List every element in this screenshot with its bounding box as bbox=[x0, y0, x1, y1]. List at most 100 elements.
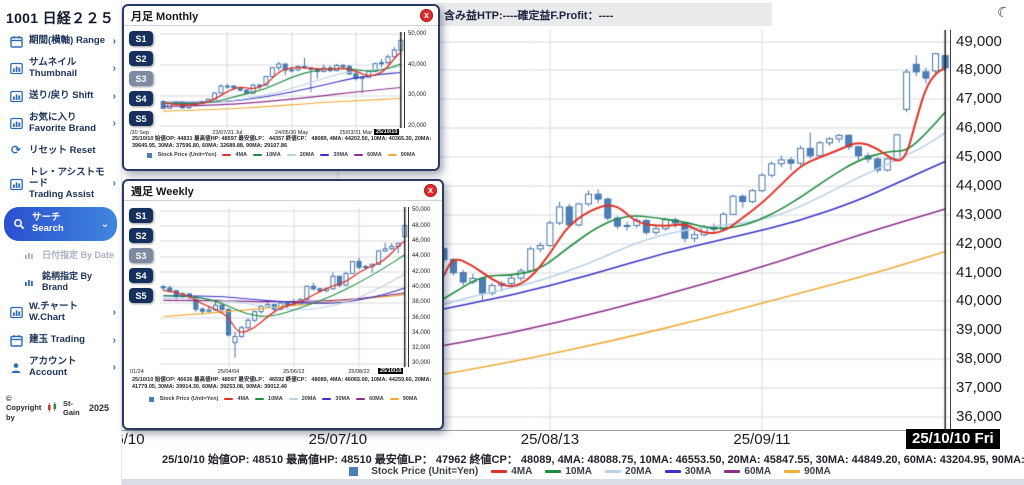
ma-label: 20MA bbox=[625, 466, 652, 477]
person-icon bbox=[9, 361, 23, 374]
sidebar-item-favorite[interactable]: お気に入り Favorite Brand › bbox=[0, 108, 121, 140]
chevron-right-icon: › bbox=[112, 362, 116, 373]
weekly-chart-canvas[interactable] bbox=[160, 207, 409, 367]
sidebar-item-label: 送り/戻り Shift bbox=[29, 89, 94, 101]
ma-line-swatch bbox=[784, 470, 801, 473]
sidebar-item-by-date[interactable]: 日付指定 By Date bbox=[0, 243, 121, 266]
ma-line-swatch bbox=[605, 470, 622, 473]
chart-icon bbox=[9, 178, 23, 191]
chevron-right-icon: › bbox=[112, 63, 116, 75]
sidebar-item-account[interactable]: アカウント Account › bbox=[0, 352, 121, 384]
y-axis-tick: 44,000 bbox=[956, 176, 1002, 194]
legend-item-20ma: 20MA bbox=[605, 466, 652, 477]
brand-name: 日経２２５ bbox=[42, 10, 115, 26]
y-axis-tick: 50,000 bbox=[412, 207, 431, 214]
legend-item-10ma: 10MA bbox=[255, 396, 283, 402]
ma-line-swatch bbox=[354, 154, 364, 156]
brand-code: 1001 bbox=[6, 10, 39, 26]
x-axis-tick: 25/09/11 bbox=[733, 431, 791, 448]
y-axis-tick: 38,000 bbox=[956, 350, 1002, 368]
ma-label: 10MA bbox=[266, 152, 281, 158]
sidebar-item-reset[interactable]: ⟳ リセット Reset bbox=[0, 140, 121, 163]
stock-price-swatch bbox=[148, 396, 154, 402]
ma-line-swatch bbox=[664, 470, 681, 473]
sidebar-item-label: 日付指定 By Date bbox=[42, 249, 115, 260]
sidebar-item-label: トレ・アシストモード Trading Assist bbox=[29, 166, 105, 200]
y-axis-tick: 45,000 bbox=[956, 148, 1002, 166]
search-icon bbox=[12, 218, 26, 231]
copyright-brand: St-Gain bbox=[63, 399, 80, 418]
dark-mode-toggle-icon[interactable]: ☾ bbox=[995, 2, 1013, 22]
y-axis-tick: 42,000 bbox=[956, 234, 1002, 252]
chevron-right-icon: › bbox=[112, 334, 116, 346]
sidebar-item-range[interactable]: 期間(横軸) Range › bbox=[0, 30, 121, 53]
ma-label: 20MA bbox=[301, 396, 317, 402]
weekly-scale-button-s5[interactable]: S5 bbox=[129, 288, 153, 303]
ma-label: 60MA bbox=[367, 152, 382, 158]
legend-item-60ma: 60MA bbox=[354, 152, 382, 158]
ma-line-swatch bbox=[491, 470, 508, 473]
ma-line-swatch bbox=[224, 398, 234, 400]
x-axis-tick: 25/04/04 bbox=[217, 369, 240, 375]
ma-label: 90MA bbox=[400, 152, 416, 158]
ma-label: 10MA bbox=[565, 466, 593, 477]
sidebar-item-trading[interactable]: 建玉 Trading › bbox=[0, 329, 121, 352]
y-axis-tick: 36,000 bbox=[412, 314, 431, 321]
reset-icon: ⟳ bbox=[10, 143, 22, 158]
ma-label: 4MA bbox=[235, 152, 248, 158]
current-date-tag: 25/10/10 bbox=[374, 129, 400, 135]
stock-price-swatch bbox=[146, 152, 152, 158]
chart-icon bbox=[9, 90, 23, 103]
sidebar-item-search[interactable]: サーチ Search ⌄ bbox=[4, 207, 117, 242]
ma-label: 90MA bbox=[804, 466, 831, 477]
legend-item-30ma: 30MA bbox=[320, 152, 348, 158]
weekly-scale-button-s2[interactable]: S2 bbox=[129, 228, 153, 243]
weekly-scale-button-s3[interactable]: S3 bbox=[129, 248, 153, 263]
sidebar-item-wchart[interactable]: W.チャート W.Chart › bbox=[0, 297, 121, 329]
y-axis-tick: 46,000 bbox=[412, 237, 431, 244]
monthly-scale-button-s4[interactable]: S4 bbox=[129, 91, 153, 106]
sidebar-item-by-brand[interactable]: 銘柄指定 By Brand bbox=[0, 266, 121, 297]
chevron-right-icon: › bbox=[112, 307, 116, 319]
chevron-down-icon: ⌄ bbox=[100, 218, 109, 230]
weekly-close-icon[interactable]: x bbox=[424, 184, 437, 197]
weekly-legend: Stock Price (Unit=Yen) 4MA 10MA 20MA 30MA 60M… bbox=[134, 396, 432, 402]
ma-label: 10MA bbox=[268, 396, 283, 402]
x-axis-tick: 25/06/13 bbox=[283, 369, 305, 375]
y-axis-tick: 36,000 bbox=[956, 408, 1002, 425]
sidebar-item-thumbnail[interactable]: サムネイル Thumbnail › bbox=[0, 53, 121, 85]
sidebar-nav: 期間(横軸) Range › サムネイル Thumbnail › 送り/戻り Shift… bbox=[0, 30, 121, 384]
stock-price-swatch bbox=[349, 467, 359, 476]
legend-item-90ma: 90MA bbox=[389, 396, 417, 402]
legend-item-10ma: 10MA bbox=[253, 152, 281, 158]
weekly-popup-title: 週足 Weekly bbox=[131, 185, 194, 198]
ma-label: 4MA bbox=[237, 396, 250, 402]
copyright-label: © Copyright by bbox=[6, 393, 42, 423]
sidebar-item-label: お気に入り Favorite Brand bbox=[29, 111, 97, 134]
monthly-popup-header[interactable]: 月足 Monthly x bbox=[124, 6, 438, 26]
current-date-tag: 25/10/10 bbox=[378, 368, 404, 374]
legend-item-60ma: 60MA bbox=[724, 466, 771, 477]
ma-line-swatch bbox=[356, 398, 366, 400]
chevron-right-icon: › bbox=[112, 118, 116, 130]
monthly-scale-button-s2[interactable]: S2 bbox=[129, 51, 153, 66]
monthly-scale-button-s5[interactable]: S5 bbox=[129, 111, 153, 126]
y-axis-tick: 47,000 bbox=[956, 90, 1002, 108]
monthly-close-icon[interactable]: x bbox=[420, 9, 433, 22]
y-axis-tick: 40,000 bbox=[408, 61, 427, 68]
weekly-popup-header[interactable]: 週足 Weekly x bbox=[124, 181, 442, 201]
ma-label: 20MA bbox=[299, 152, 315, 158]
weekly-scale-button-s1[interactable]: S1 bbox=[129, 208, 153, 223]
monthly-chart-canvas[interactable] bbox=[160, 32, 405, 128]
monthly-scale-button-s3[interactable]: S3 bbox=[129, 71, 153, 86]
y-axis-tick: 46,000 bbox=[956, 119, 1002, 137]
sidebar-item-trading-assist[interactable]: トレ・アシストモード Trading Assist › bbox=[0, 163, 121, 206]
ma-label: 30MA bbox=[684, 466, 712, 477]
y-axis-tick: 43,000 bbox=[956, 205, 1002, 223]
sidebar-item-label: サムネイル Thumbnail bbox=[29, 57, 78, 79]
monthly-scale-button-s1[interactable]: S1 bbox=[129, 31, 153, 46]
weekly-scale-button-s4[interactable]: S4 bbox=[129, 268, 153, 283]
ma-line-swatch bbox=[222, 154, 232, 156]
sidebar-item-shift[interactable]: 送り/戻り Shift › bbox=[0, 85, 121, 108]
ma-line-swatch bbox=[288, 398, 298, 400]
